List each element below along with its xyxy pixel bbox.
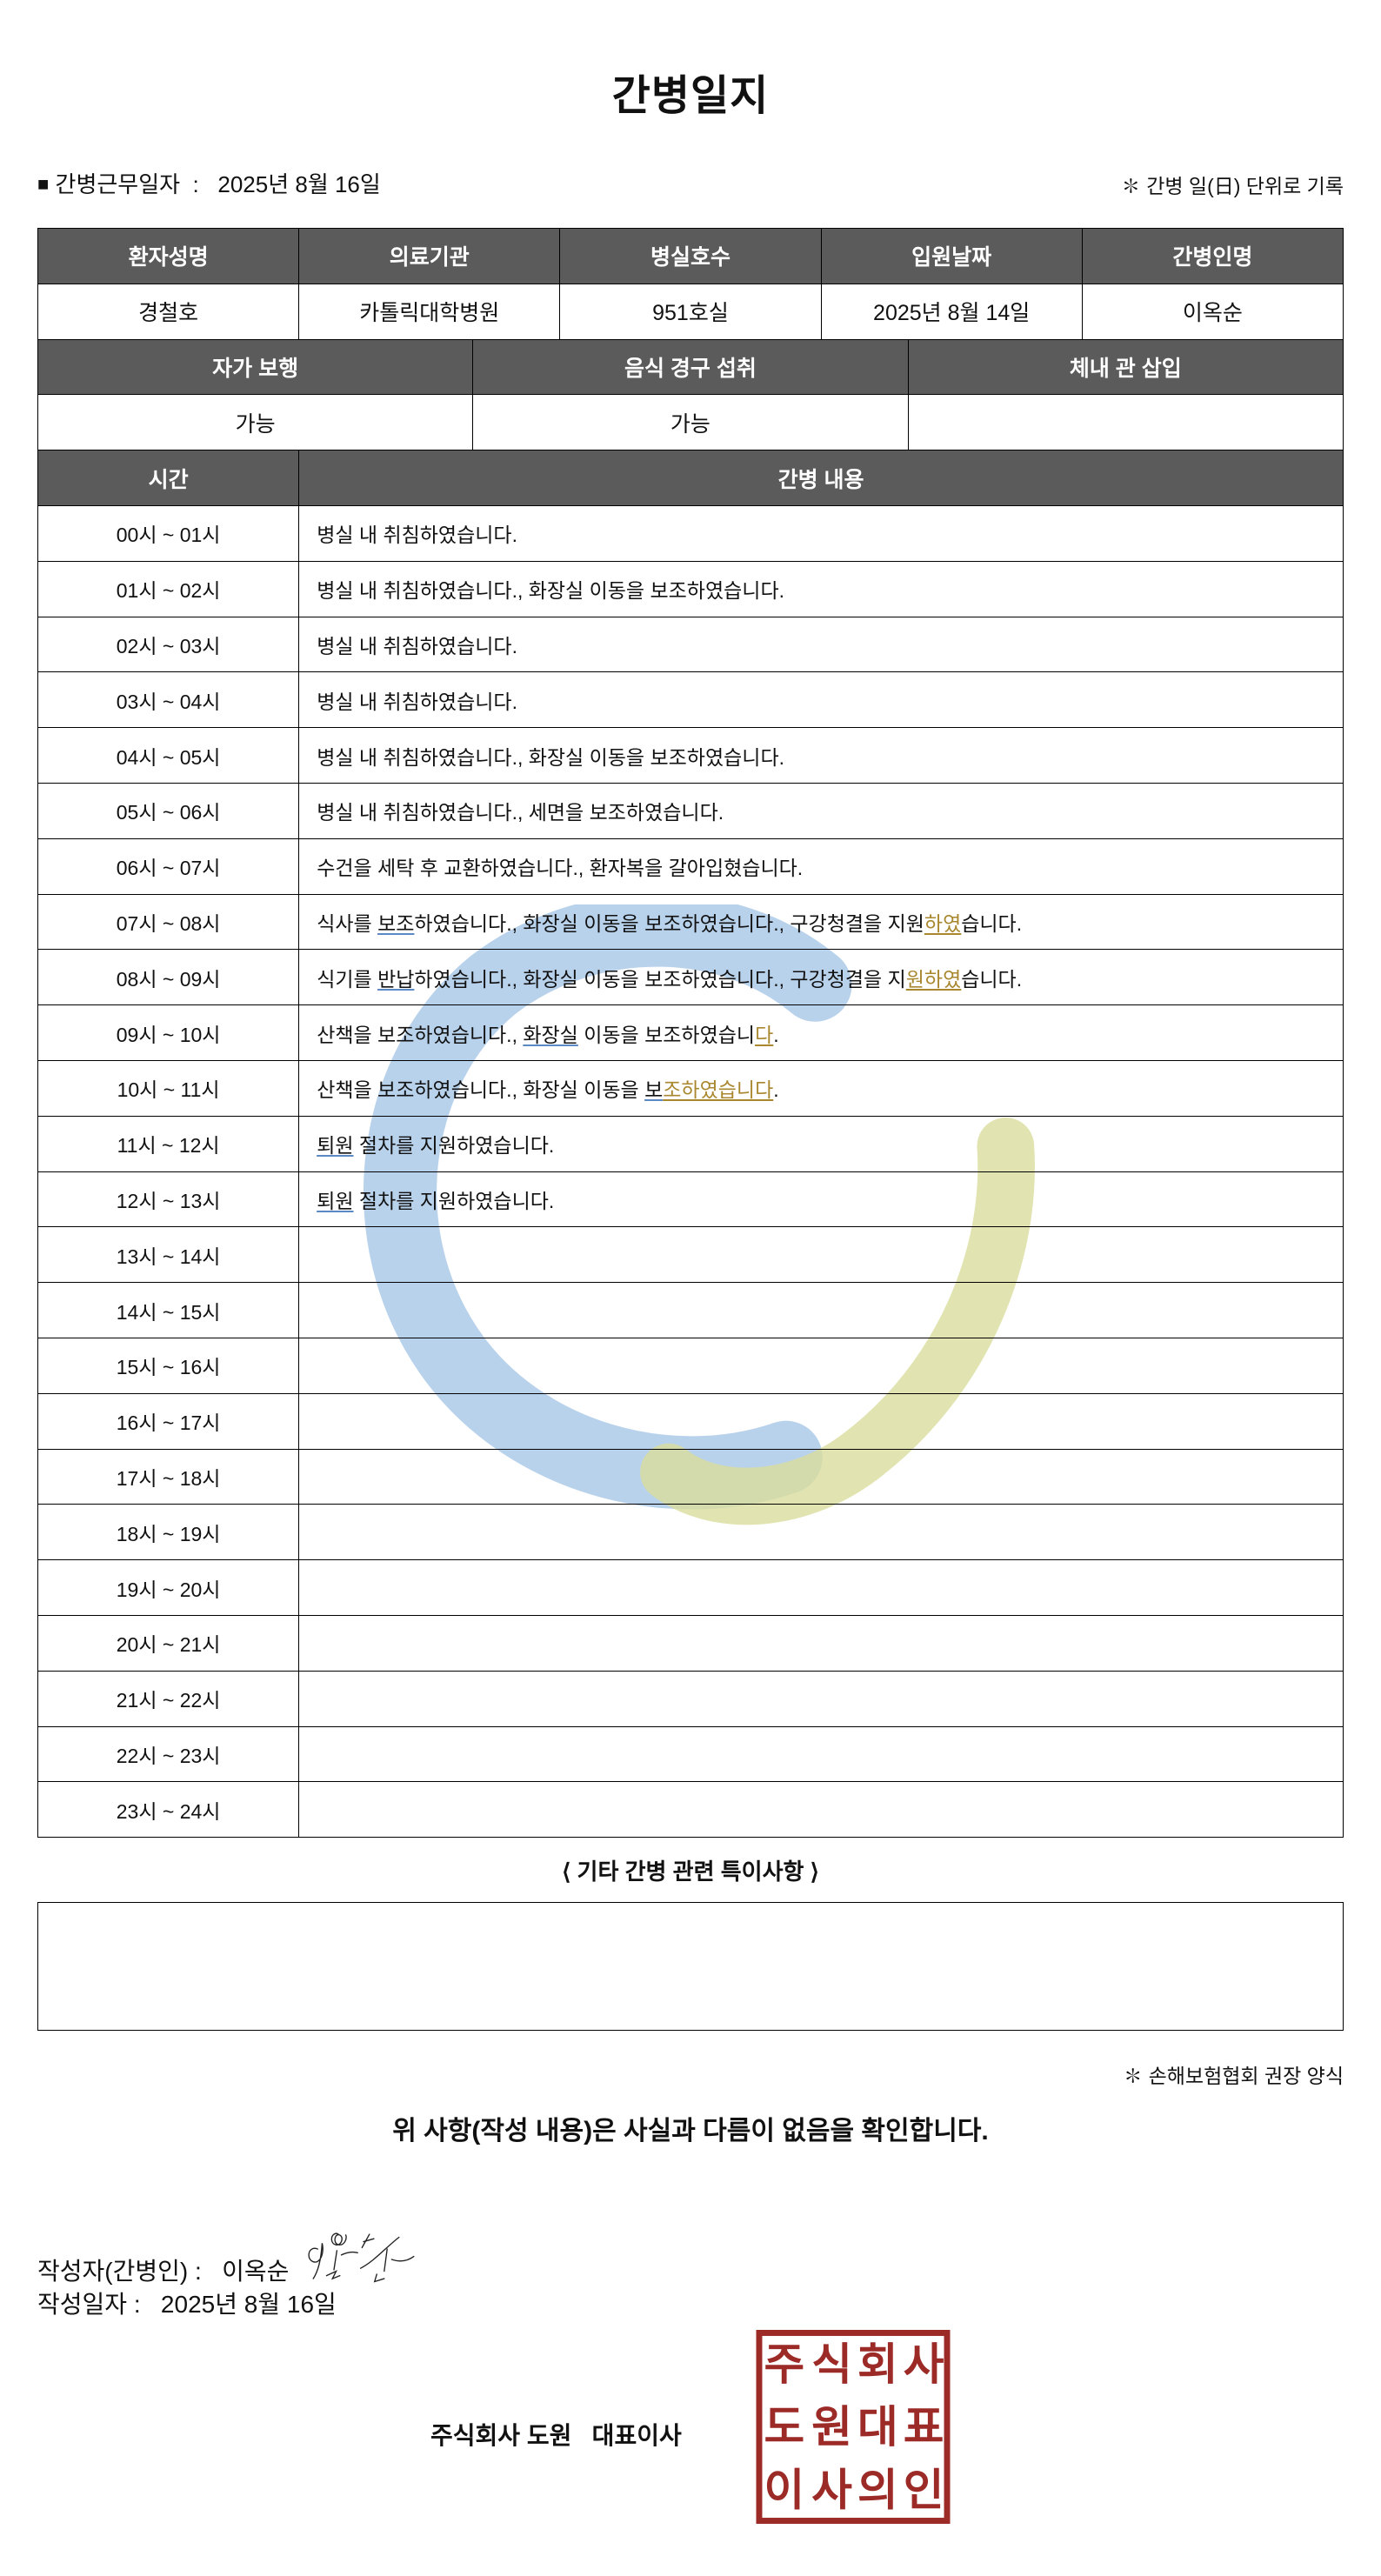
svg-text:표: 표 [904, 2402, 944, 2452]
svg-text:인: 인 [904, 2466, 944, 2515]
svg-text:사: 사 [904, 2339, 944, 2389]
svg-text:회: 회 [857, 2339, 898, 2389]
svg-text:도: 도 [764, 2402, 804, 2452]
svg-text:사: 사 [811, 2466, 852, 2515]
svg-text:원: 원 [811, 2402, 852, 2452]
svg-text:주: 주 [764, 2339, 804, 2389]
svg-text:의: 의 [857, 2466, 898, 2515]
svg-text:이: 이 [764, 2466, 804, 2515]
svg-text:식: 식 [811, 2339, 852, 2389]
svg-text:대: 대 [857, 2402, 898, 2452]
